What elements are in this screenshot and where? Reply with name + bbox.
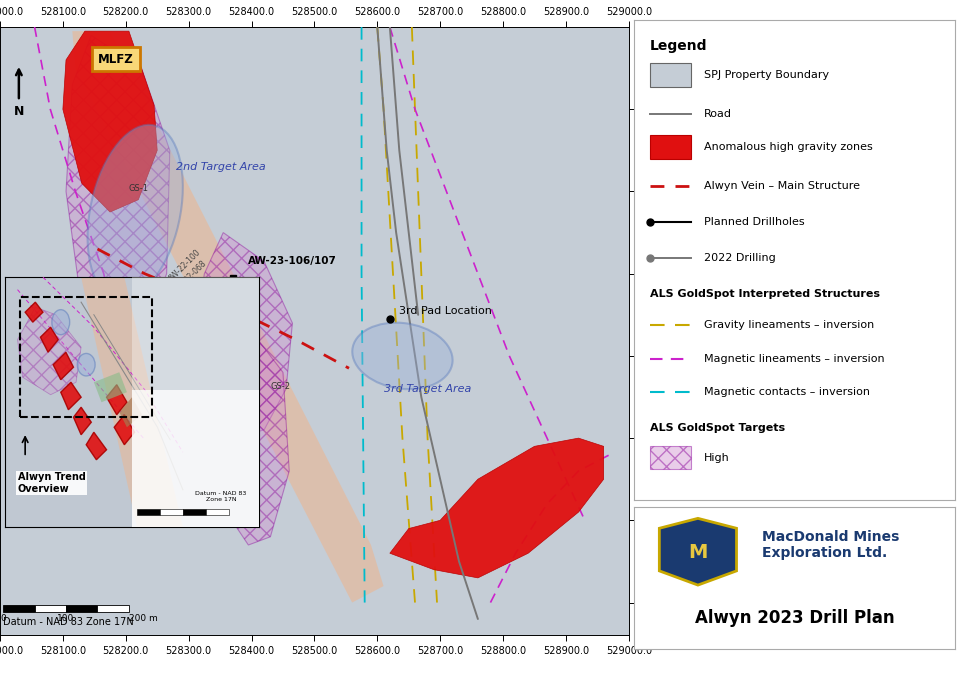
Polygon shape [72,31,384,602]
Polygon shape [17,307,81,395]
Bar [650,64,691,87]
Text: ALS GoldSpot Targets: ALS GoldSpot Targets [650,423,785,433]
Text: Alwyn 2023 Drill Plan: Alwyn 2023 Drill Plan [695,608,894,627]
Text: Legend: Legend [650,39,708,53]
Polygon shape [660,518,736,585]
Text: Planned Drillholes: Planned Drillholes [705,217,805,227]
Bar [66,605,98,612]
Text: N: N [13,105,24,118]
Bar [650,446,691,469]
Polygon shape [63,31,157,212]
Polygon shape [119,397,142,427]
Polygon shape [86,432,107,460]
Polygon shape [53,352,74,380]
Text: AW-23-106/107: AW-23-106/107 [249,256,337,266]
Text: Datum - NAD 83
Zone 17N: Datum - NAD 83 Zone 17N [195,491,247,502]
Bar [132,277,259,389]
Text: 2nd Pad Location
(Used in 2022): 2nd Pad Location (Used in 2022) [107,331,196,353]
Ellipse shape [52,310,70,335]
Text: 200 m: 200 m [129,614,157,623]
Text: 100: 100 [58,614,75,623]
Polygon shape [94,372,127,402]
Text: MLFZ: MLFZ [98,53,133,66]
Ellipse shape [87,125,182,299]
Polygon shape [390,438,604,578]
Polygon shape [81,277,183,527]
Text: High: High [705,452,731,462]
Text: Road: Road [705,109,732,119]
Polygon shape [195,233,293,438]
Polygon shape [66,35,170,339]
Bar [132,389,259,527]
Bar [650,135,691,160]
Text: Alwyn Vein – Main Structure: Alwyn Vein – Main Structure [705,181,860,191]
Polygon shape [214,307,289,545]
Bar [160,508,183,515]
Text: GS-2: GS-2 [271,382,290,391]
Text: SPJ Property Boundary: SPJ Property Boundary [705,70,829,80]
Text: Magnetic lineaments – inversion: Magnetic lineaments – inversion [705,354,885,364]
Text: M: M [688,543,708,562]
Bar [183,508,205,515]
Polygon shape [60,382,81,410]
Bar [20,297,153,417]
Text: Datum - NAD 83 Zone 17N: Datum - NAD 83 Zone 17N [3,617,133,627]
Ellipse shape [352,322,452,389]
Bar [205,508,228,515]
Text: Gravity lineaments – inversion: Gravity lineaments – inversion [705,320,875,330]
Text: 2022 Drilling: 2022 Drilling [705,253,776,263]
Text: 3rd Pad Location: 3rd Pad Location [399,306,492,316]
Text: GS-1: GS-1 [129,185,149,193]
Text: AW-22-100: AW-22-100 [167,248,203,283]
Text: MacDonald Mines
Exploration Ltd.: MacDonald Mines Exploration Ltd. [762,530,900,560]
Ellipse shape [78,354,95,376]
FancyBboxPatch shape [92,47,139,72]
Text: Anomalous high gravity zones: Anomalous high gravity zones [705,143,873,153]
Text: Magnetic contacts – inversion: Magnetic contacts – inversion [705,387,871,397]
Text: 2nd Target Area: 2nd Target Area [176,162,266,172]
Bar [137,508,160,515]
Bar [98,605,129,612]
Text: 0: 0 [0,614,6,623]
Text: ALS GoldSpot Interpreted Structures: ALS GoldSpot Interpreted Structures [650,289,879,299]
Polygon shape [107,385,127,414]
Bar [35,605,66,612]
Text: 3rd Target Area: 3rd Target Area [384,384,471,394]
Polygon shape [40,327,59,352]
Text: AW-22-068: AW-22-068 [173,258,208,294]
Polygon shape [25,302,43,322]
Bar [3,605,35,612]
Text: Alwyn Trend
Overview: Alwyn Trend Overview [17,473,85,494]
Polygon shape [74,407,91,435]
Polygon shape [114,414,134,445]
